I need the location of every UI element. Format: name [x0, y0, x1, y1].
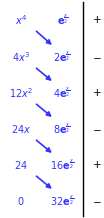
- Text: $2\mathbf{e}^{\frac{x}{2}}$: $2\mathbf{e}^{\frac{x}{2}}$: [53, 49, 71, 64]
- Text: $+$: $+$: [92, 87, 102, 98]
- Text: $12x^2$: $12x^2$: [9, 86, 33, 100]
- Text: $-$: $-$: [92, 124, 102, 134]
- Text: $24$: $24$: [14, 158, 28, 171]
- Text: $4\mathbf{e}^{\frac{x}{2}}$: $4\mathbf{e}^{\frac{x}{2}}$: [53, 85, 71, 100]
- Text: $\mathbf{e}^{\frac{x}{2}}$: $\mathbf{e}^{\frac{x}{2}}$: [56, 12, 68, 27]
- Text: $16\mathbf{e}^{\frac{x}{2}}$: $16\mathbf{e}^{\frac{x}{2}}$: [50, 157, 74, 172]
- Text: $0$: $0$: [17, 194, 25, 207]
- Text: $-$: $-$: [92, 196, 102, 206]
- Text: $8\mathbf{e}^{\frac{x}{2}}$: $8\mathbf{e}^{\frac{x}{2}}$: [53, 121, 71, 136]
- Text: $+$: $+$: [92, 14, 102, 25]
- Text: $32\mathbf{e}^{\frac{x}{2}}$: $32\mathbf{e}^{\frac{x}{2}}$: [50, 193, 74, 208]
- Text: $24x$: $24x$: [11, 123, 31, 135]
- Text: $-$: $-$: [92, 52, 102, 62]
- Text: $4x^3$: $4x^3$: [12, 50, 30, 64]
- Text: $+$: $+$: [92, 159, 102, 170]
- Text: $x^4$: $x^4$: [15, 13, 27, 27]
